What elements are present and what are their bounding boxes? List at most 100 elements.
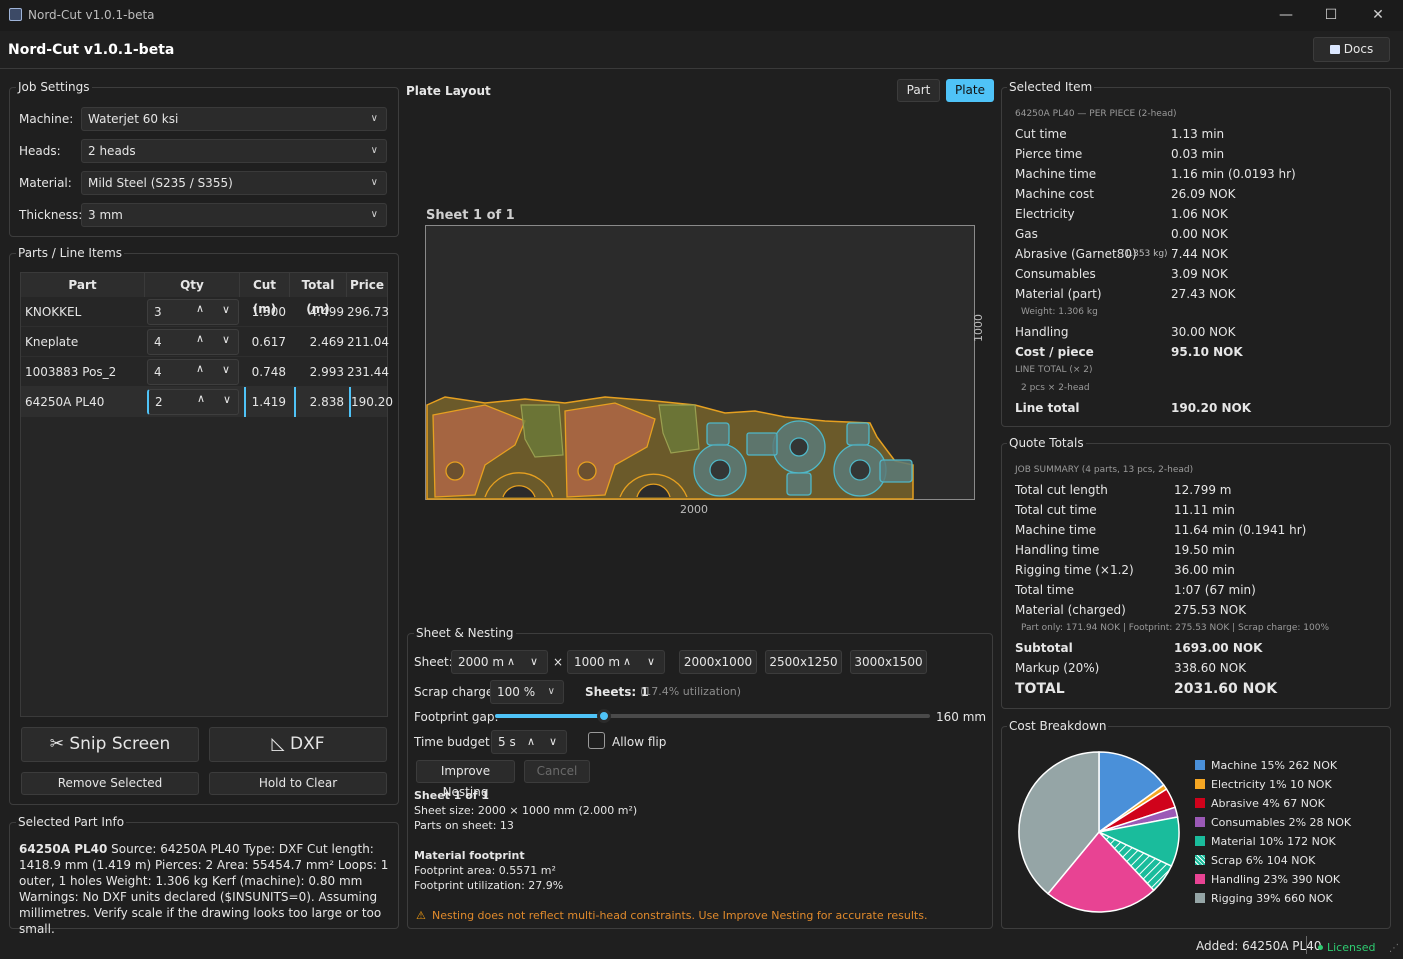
spin-down-icon[interactable]: ∨ (222, 333, 231, 346)
spin-down-icon[interactable]: ∨ (222, 303, 231, 316)
sheet-title: Sheet 1 of 1 (426, 208, 515, 223)
sheet-height-label: 1000 (972, 314, 985, 342)
row-value: 19.50 min (1174, 543, 1235, 557)
material-select[interactable]: Mild Steel (S235 / S355) ∨ (81, 171, 387, 195)
nesting-group (407, 633, 993, 929)
dxf-label: DXF (289, 734, 325, 754)
cell-total: 2.838 (294, 387, 344, 417)
spin-down-icon[interactable]: ∨ (549, 735, 558, 748)
sheet-height-spinbox[interactable]: 1000 m ∧ ∨ (567, 650, 665, 674)
row-value: 11.11 min (1174, 503, 1235, 517)
preset-3000x1500[interactable]: 3000x1500 (850, 650, 927, 674)
cell-part: Kneplate (25, 335, 79, 349)
cell-part: KNOKKEL (25, 305, 82, 319)
sheet-width-spinbox[interactable]: 2000 m ∧ ∨ (451, 650, 548, 674)
cost-pie-chart (1018, 751, 1180, 913)
docs-button[interactable]: Docs (1313, 37, 1390, 62)
dxf-button[interactable]: ◺ DXF (209, 727, 387, 762)
spin-down-icon[interactable]: ∨ (223, 393, 232, 406)
heads-select[interactable]: 2 heads ∨ (81, 139, 387, 163)
legend-swatch (1195, 836, 1205, 846)
table-row[interactable]: 1003883 Pos_2 4 ∧ ∨ 0.748 2.993 231.44 (21, 357, 389, 387)
col-header-total[interactable]: Total (m) (290, 273, 347, 316)
docs-label: Docs (1343, 42, 1374, 56)
cancel-button[interactable]: Cancel (524, 760, 590, 783)
row-value: 1.13 min (1171, 127, 1225, 141)
cell-price: 296.73 (347, 305, 389, 319)
quote-totals-legend: Quote Totals (1007, 436, 1086, 450)
spin-down-icon[interactable]: ∨ (222, 363, 231, 376)
part-info-details: Source: 64250A PL40 Type: DXF Cut length… (19, 842, 389, 936)
chevron-down-icon: ∨ (370, 177, 378, 188)
col-header-part[interactable]: Part (21, 273, 145, 297)
col-header-cut[interactable]: Cut (m) (240, 273, 290, 316)
machine-select[interactable]: Waterjet 60 ksi ∨ (81, 107, 387, 131)
preset-2000x1000[interactable]: 2000x1000 (679, 650, 757, 674)
spin-up-icon[interactable]: ∧ (527, 735, 536, 748)
thickness-value: 3 mm (88, 208, 123, 222)
nest-footprint-area: Footprint area: 0.5571 m² (414, 864, 556, 877)
table-row-selected[interactable]: 64250A PL40 2 ∧ ∨ 1.419 2.838 190.20 (21, 387, 393, 417)
legend-label: Material 10% 172 NOK (1211, 835, 1336, 848)
row-key: Total time (1015, 583, 1074, 597)
qty-spinbox[interactable]: 2 ∧ ∨ (147, 389, 239, 415)
part-info-text: 64250A PL40 Source: 64250A PL40 Type: DX… (19, 841, 391, 937)
gap-slider[interactable] (495, 709, 930, 723)
cell-cut: 1.419 (244, 387, 286, 417)
row-key: Pierce time (1015, 147, 1083, 161)
spin-up-icon[interactable]: ∧ (196, 362, 205, 375)
row-value: 1:07 (67 min) (1174, 583, 1256, 597)
job-settings-legend: Job Settings (16, 80, 92, 94)
row-value: 11.64 min (0.1941 hr) (1174, 523, 1307, 537)
qty-value: 4 (154, 365, 162, 379)
spin-up-icon[interactable]: ∧ (196, 302, 205, 315)
status-divider (1306, 936, 1307, 954)
table-row[interactable]: Kneplate 4 ∧ ∨ 0.617 2.469 211.04 (21, 327, 389, 357)
qty-spinbox[interactable]: 3 ∧ ∨ (147, 299, 239, 325)
row-key: Electricity (1015, 207, 1075, 221)
qty-spinbox[interactable]: 4 ∧ ∨ (147, 359, 239, 385)
spin-up-icon[interactable]: ∧ (196, 332, 205, 345)
spin-down-icon[interactable]: ∨ (647, 655, 656, 668)
gap-slider-thumb[interactable] (596, 709, 611, 723)
set-square-icon: ◺ (271, 734, 285, 754)
cell-cut: 0.617 (251, 335, 286, 349)
spin-up-icon[interactable]: ∧ (623, 655, 632, 668)
legend-item: Material 10% 172 NOK (1195, 835, 1336, 848)
preset-2500x1250[interactable]: 2500x1250 (765, 650, 842, 674)
chevron-down-icon: ∨ (370, 145, 378, 156)
plate-canvas[interactable] (425, 225, 975, 501)
resize-grip-icon[interactable]: ⋰ (1389, 943, 1399, 954)
remove-selected-button[interactable]: Remove Selected (21, 772, 199, 795)
spin-up-icon[interactable]: ∧ (507, 655, 516, 668)
col-header-qty[interactable]: Qty (145, 273, 240, 297)
allow-flip-checkbox[interactable] (588, 732, 605, 749)
col-header-price[interactable]: Price (347, 273, 387, 297)
spin-down-icon[interactable]: ∨ (530, 655, 539, 668)
plate-view-button[interactable]: Plate (946, 79, 994, 102)
hold-to-clear-button[interactable]: Hold to Clear (209, 772, 387, 795)
close-button[interactable]: ✕ (1372, 7, 1384, 23)
row-value: 12.799 m (1174, 483, 1232, 497)
budget-spinbox[interactable]: 5 s ∧ ∨ (491, 730, 567, 754)
cell-total: 2.993 (309, 365, 344, 379)
part-view-button[interactable]: Part (897, 79, 940, 102)
table-row[interactable]: KNOKKEL 3 ∧ ∨ 1.500 4.499 296.73 (21, 297, 389, 327)
spin-up-icon[interactable]: ∧ (197, 392, 206, 405)
improve-nesting-button[interactable]: Improve Nesting (416, 760, 515, 799)
legend-swatch (1195, 760, 1205, 770)
snip-screen-button[interactable]: ✂ Snip Screen (21, 727, 199, 762)
cell-price: 190.20 (349, 387, 393, 417)
cost-breakdown-legend: Cost Breakdown (1007, 719, 1109, 733)
scrap-select[interactable]: 100 % ∨ (490, 680, 564, 704)
snip-label: Snip Screen (69, 734, 171, 754)
selected-item-legend: Selected Item (1007, 80, 1095, 94)
row-key: Material (part) (1015, 287, 1102, 301)
legend-label: Electricity 1% 10 NOK (1211, 778, 1332, 791)
legend-item: Abrasive 4% 67 NOK (1195, 797, 1325, 810)
qty-spinbox[interactable]: 4 ∧ ∨ (147, 329, 239, 355)
minimize-button[interactable]: — (1279, 7, 1293, 23)
qty-value: 3 (154, 305, 162, 319)
maximize-button[interactable]: ☐ (1324, 7, 1338, 23)
thickness-select[interactable]: 3 mm ∨ (81, 203, 387, 227)
